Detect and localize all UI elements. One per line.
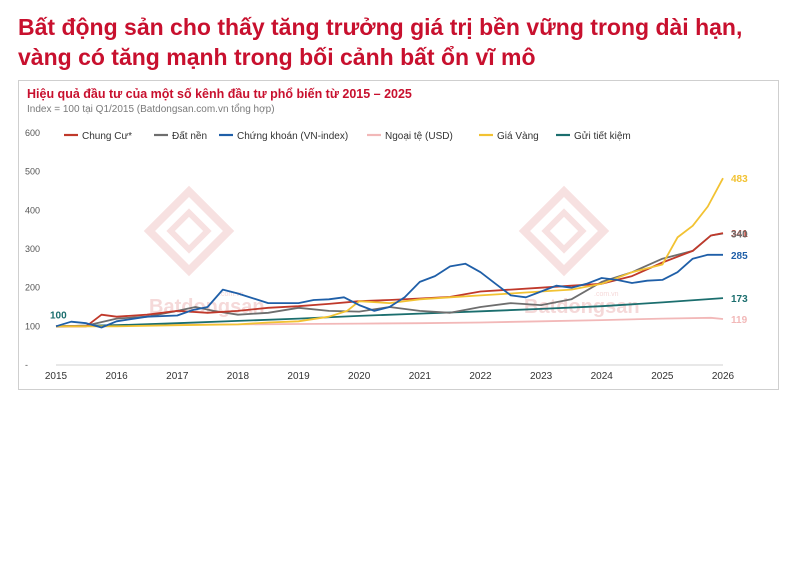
chart-card: Hiệu quả đầu tư của một số kênh đầu tư p… [18,80,779,390]
x-tick-label: 2023 [530,371,553,382]
legend-label: Chung Cư* [82,131,132,142]
x-tick-label: 2017 [166,371,189,382]
watermark-logo-icon [143,185,235,277]
x-tick-label: 2022 [469,371,492,382]
legend-label: Giá Vàng [497,131,539,142]
x-tick-label: 2015 [45,371,68,382]
legend-item: Chung Cư* [64,131,132,142]
watermark-logo-icon [518,185,610,277]
series-line [55,253,723,329]
legend: Chung Cư* Đất nền Chứng khoán (VN-index) Ng… [64,130,631,142]
x-tick-label: 2020 [348,371,371,382]
series-end-label: 341 [731,229,748,240]
series-end-label: 285 [731,251,748,262]
series-layer [55,177,724,329]
start-value-label: 100 [50,310,67,321]
series-line [56,232,724,328]
x-tick-label: 2024 [591,371,614,382]
series-end-label: 173 [731,294,748,305]
watermark-sub: .com.vn [594,291,619,298]
x-axis: 2015 2016 2017 2018 2019 2020 2021 2022 2023 2024… [45,364,735,382]
x-tick-label: 2026 [712,371,735,382]
series-end-label: 483 [731,174,748,185]
series-line [56,177,724,328]
y-tick-label: 500 [25,167,40,177]
legend-item: Chứng khoán (VN-index) [219,131,348,142]
headline: Bất động sản cho thấy tăng trưởng giá tr… [18,14,743,70]
y-tick-label: 400 [25,205,40,215]
x-tick-label: 2021 [409,371,432,382]
series-end-label: 340 [731,230,748,241]
watermark-sub: .com.vn [219,291,244,298]
legend-label: Chứng khoán (VN-index) [237,131,348,142]
x-tick-label: 2018 [227,371,250,382]
legend-label: Ngoại tệ (USD) [385,131,453,142]
y-tick-label: - [25,360,28,370]
legend-item: Gửi tiết kiệm [556,130,631,142]
legend-item: Đất nền [154,130,207,142]
y-tick-label: 300 [25,244,40,254]
x-tick-label: 2019 [287,371,310,382]
series-end-label: 119 [731,315,748,326]
legend-label: Gửi tiết kiệm [574,130,631,142]
series-line [55,297,724,328]
y-tick-label: 600 [25,128,40,138]
y-tick-label: 200 [25,283,40,293]
y-tick-label: 100 [25,321,40,331]
legend-item: Ngoại tệ (USD) [367,131,453,142]
chart-subtitle: Index = 100 tại Q1/2015 (Batdongsan.com.… [27,104,275,115]
legend-item: Giá Vàng [479,131,539,142]
x-tick-label: 2025 [651,371,674,382]
x-tick-label: 2016 [106,371,129,382]
chart-title: Hiệu quả đầu tư của một số kênh đầu tư p… [27,87,412,101]
legend-label: Đất nền [172,130,207,142]
y-axis: - 100 200 300 400 500 600 [25,128,40,370]
